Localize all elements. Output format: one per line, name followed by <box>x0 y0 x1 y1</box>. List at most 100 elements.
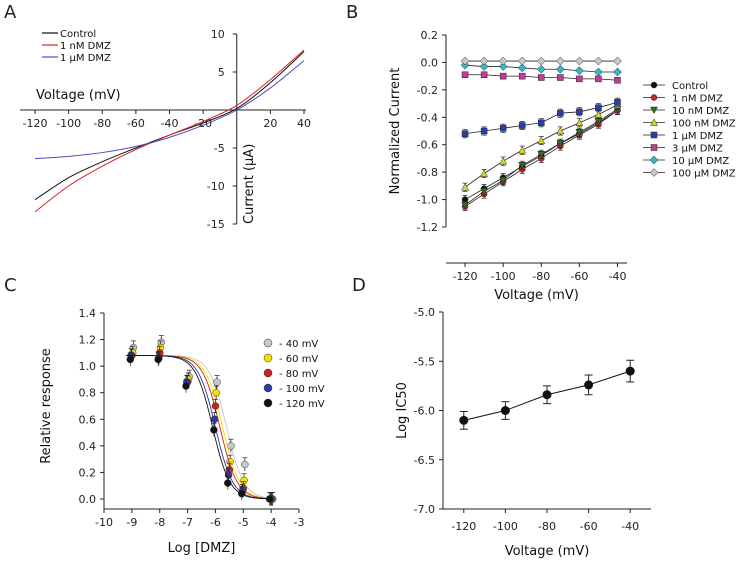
y-tick-label: -6.5 <box>414 454 435 467</box>
data-point <box>241 460 249 469</box>
data-point <box>499 72 507 80</box>
data-point <box>576 108 583 116</box>
data-point <box>557 74 564 81</box>
data-point <box>479 62 489 71</box>
y-tick-label: -0.2 <box>417 84 438 97</box>
legend-label-4: - 120 mV <box>279 399 325 410</box>
y-tick-label: 1.2 <box>79 334 97 347</box>
data-point <box>461 183 469 191</box>
fit-curve-4 <box>126 355 270 500</box>
data-point <box>555 64 565 74</box>
y-tick-label: -6.0 <box>414 405 435 418</box>
data-point <box>538 74 545 81</box>
data-point <box>518 72 526 80</box>
data-point <box>224 479 232 487</box>
x-axis-label: Voltage (mV) <box>36 88 121 103</box>
data-point <box>595 104 602 111</box>
data-point <box>461 130 469 137</box>
y-tick-label: -5.5 <box>414 355 435 368</box>
series-line-3 <box>464 104 618 188</box>
data-point <box>518 146 527 154</box>
x-tick-label: -120 <box>451 520 476 533</box>
x-tick-label: -80 <box>538 520 556 533</box>
legend-label-5: 3 μM DMZ <box>672 144 723 155</box>
data-point <box>154 355 162 364</box>
legend-marker-0 <box>650 81 658 89</box>
data-point <box>480 127 488 135</box>
data-point <box>613 56 622 66</box>
x-tick-label: -120 <box>453 270 478 283</box>
y-tick-label: 0.2 <box>421 29 439 42</box>
legend-marker-1 <box>263 353 273 363</box>
legend-marker-4 <box>650 131 658 139</box>
x-tick-label: -80 <box>93 117 111 130</box>
legend-marker-2 <box>263 368 273 378</box>
data-point <box>575 66 584 76</box>
x-axis-label: Voltage (mV) <box>505 544 590 559</box>
x-tick-label: -40 <box>621 520 639 533</box>
x-tick-label: -10 <box>95 516 113 529</box>
x-tick-label: -5 <box>238 516 249 529</box>
data-point <box>595 75 602 83</box>
data-point <box>210 426 218 434</box>
y-tick-label: -0.8 <box>417 166 438 179</box>
data-point <box>480 169 489 177</box>
data-point <box>499 157 508 165</box>
y-tick-label: -0.6 <box>417 139 438 152</box>
y-tick-label: -10 <box>207 180 225 193</box>
data-point <box>213 378 221 386</box>
data-point <box>517 63 527 73</box>
y-tick-label: -5.0 <box>414 306 435 319</box>
data-point <box>517 56 527 66</box>
data-point <box>625 366 635 376</box>
y-tick-label: -1.0 <box>417 194 438 207</box>
data-point <box>126 355 135 364</box>
data-point <box>575 129 584 137</box>
data-point <box>594 110 603 118</box>
x-tick-label: -100 <box>493 520 518 533</box>
legend-label-0: Control <box>60 29 96 40</box>
legend-label-1: - 60 mV <box>279 354 318 365</box>
legend-marker-5 <box>650 144 658 151</box>
data-point <box>498 56 508 66</box>
y-tick-label: -15 <box>207 218 225 231</box>
panel-letter-c: C <box>4 275 17 296</box>
data-point <box>461 71 469 79</box>
legend-label-0: Control <box>672 81 708 92</box>
legend-label-6: 10 μM DMZ <box>672 156 729 167</box>
panel-b-chart: 0.2 0.0 -0.2 -0.4 -0.6 -0.8 -1.0 -1.2 -120 -100 -8… <box>388 29 736 303</box>
y-tick-label: 0.0 <box>421 56 439 69</box>
y-axis-label: Relative response <box>39 348 54 464</box>
x-axis-label: Voltage (mV) <box>494 288 579 303</box>
legend-marker-3 <box>650 118 658 126</box>
data-point <box>555 56 565 66</box>
data-point <box>227 442 235 450</box>
series-line-2 <box>34 60 305 160</box>
data-point <box>556 140 565 148</box>
y-tick-label: -1.2 <box>417 221 438 234</box>
data-point <box>613 67 622 77</box>
data-point <box>480 71 488 79</box>
y-tick-label: 0.6 <box>79 413 97 426</box>
y-tick-label: 0.8 <box>79 387 97 400</box>
y-axis-label: Current (μA) <box>242 144 257 224</box>
data-point <box>499 177 508 185</box>
x-tick-label: -60 <box>127 117 145 130</box>
x-tick-label: -100 <box>491 270 516 283</box>
y-tick-label: -0.4 <box>417 111 438 124</box>
data-point <box>211 402 220 410</box>
data-point <box>614 77 621 84</box>
data-point <box>518 162 527 170</box>
legend-label-3: 100 nM DMZ <box>672 119 736 130</box>
y-axis-label: Normalized Current <box>388 68 403 195</box>
data-point <box>536 64 546 74</box>
data-point <box>536 56 546 66</box>
legend-marker-2 <box>650 106 658 115</box>
legend-label-2: 10 nM DMZ <box>672 106 729 117</box>
y-tick-label: 1.4 <box>79 307 97 320</box>
data-point <box>557 109 564 117</box>
legend-label-2: - 80 mV <box>279 369 318 380</box>
panel-letter-b: B <box>346 2 358 23</box>
x-tick-label: -9 <box>126 516 137 529</box>
